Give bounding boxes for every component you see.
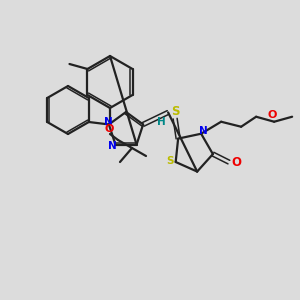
Text: O: O: [267, 110, 277, 120]
Text: N: N: [103, 117, 112, 128]
Text: N: N: [108, 141, 117, 151]
Text: O: O: [104, 124, 114, 134]
Text: O: O: [231, 156, 241, 169]
Text: H: H: [157, 117, 166, 128]
Text: N: N: [199, 126, 208, 136]
Text: S: S: [171, 105, 179, 118]
Text: S: S: [166, 156, 173, 166]
